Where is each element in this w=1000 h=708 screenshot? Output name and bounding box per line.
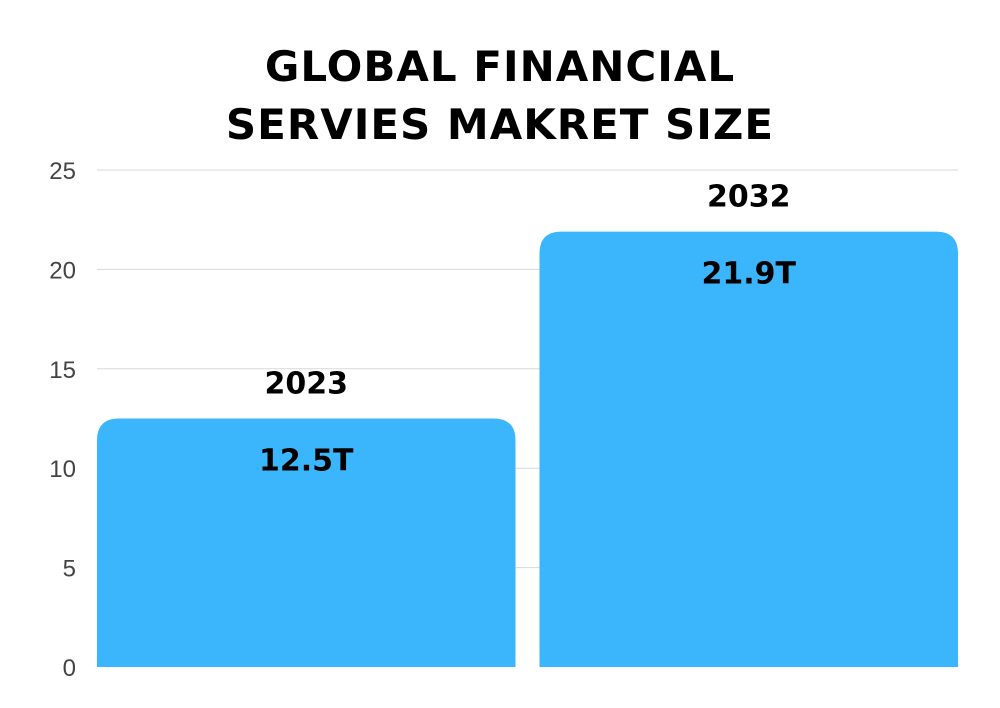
y-tick-label: 0 — [63, 655, 76, 682]
chart-title-line-2: SERVIES MAKRET SIZE — [225, 100, 775, 149]
category-label: 2023 — [265, 367, 349, 402]
chart-title-line-1: GLOBAL FINANCIAL — [264, 42, 736, 91]
y-axis-ticks: 0 5 10 15 20 25 — [49, 158, 76, 682]
bars — [97, 231, 958, 668]
category-label: 2032 — [707, 180, 791, 215]
y-tick-label: 15 — [49, 357, 76, 384]
y-tick-label: 20 — [49, 257, 76, 284]
y-tick-label: 5 — [63, 556, 76, 583]
chart-title: GLOBAL FINANCIAL SERVIES MAKRET SIZE — [0, 38, 1000, 154]
bar-2032 — [539, 231, 958, 668]
bar-labels: 2023 12.5T 2032 21.9T — [259, 180, 797, 479]
y-tick-label: 25 — [49, 158, 76, 185]
bar-2023 — [97, 418, 516, 667]
y-tick-label: 10 — [49, 456, 76, 483]
value-label: 21.9T — [702, 257, 797, 292]
value-label: 12.5T — [259, 444, 354, 479]
